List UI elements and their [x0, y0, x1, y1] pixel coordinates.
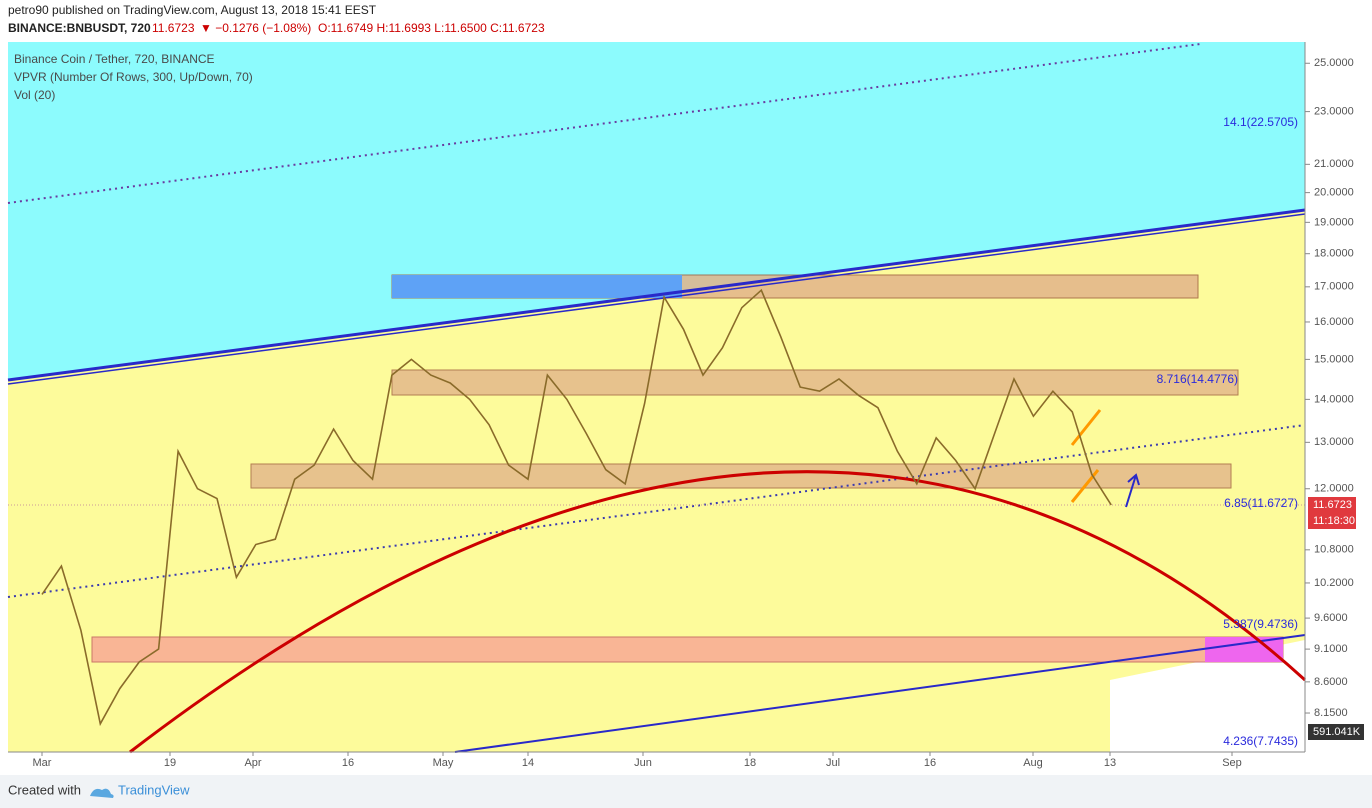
y-tick-label: 10.2000	[1314, 577, 1354, 589]
symbol: BINANCE:BNBUSDT, 720	[8, 21, 151, 35]
x-tick-label: May	[433, 757, 454, 769]
channel-line	[7, 213, 1306, 385]
dotted-line	[7, 424, 1306, 598]
y-tick-label: 17.0000	[1314, 281, 1354, 293]
y-tick-label: 9.1000	[1314, 643, 1348, 655]
y-tick-label: 15.0000	[1314, 353, 1354, 365]
ohlc: O:11.6749 H:11.6993 L:11.6500 C:11.6723	[318, 21, 545, 35]
x-tick-label: Apr	[244, 757, 261, 769]
fib-label: 8.716(14.4776)	[1157, 372, 1238, 386]
x-tick-label: Mar	[33, 757, 52, 769]
fib-label: 5.387(9.4736)	[1223, 617, 1298, 631]
cyan-zone	[8, 42, 1305, 380]
countdown-tag	[1308, 513, 1356, 529]
channel-line	[7, 208, 1306, 382]
plot	[41, 288, 1112, 727]
legend-item: Vol (20)	[14, 88, 55, 102]
arc	[129, 470, 1307, 754]
price-label: 11.6723	[1313, 499, 1352, 511]
y-tick-label: 25.0000	[1314, 57, 1354, 69]
y-tick-label: 10.8000	[1314, 544, 1354, 556]
x-tick-label: Jul	[826, 757, 840, 769]
x-tick-label: 18	[744, 757, 756, 769]
flag-line	[1070, 469, 1100, 503]
x-tick-label: 19	[164, 757, 176, 769]
y-tick-label: 13.0000	[1314, 436, 1354, 448]
x-tick-label: 16	[342, 757, 354, 769]
volume-tag	[1308, 724, 1364, 740]
x-tick-label: 13	[1104, 757, 1116, 769]
y-tick-label: 18.0000	[1314, 248, 1354, 260]
y-tick-label: 12.0000	[1314, 483, 1354, 495]
legend-item: VPVR (Number Of Rows, 300, Up/Down, 70)	[14, 70, 253, 84]
footer-text: Created with	[8, 782, 81, 797]
x-tick-label: 14	[522, 757, 534, 769]
blue-box	[392, 275, 682, 298]
y-tick-label: 9.6000	[1314, 612, 1348, 624]
y-tick-label: 21.0000	[1314, 158, 1354, 170]
legend-item: Binance Coin / Tether, 720, BINANCE	[14, 52, 215, 66]
y-tick-label: 20.0000	[1314, 187, 1354, 199]
dotted-line	[7, 43, 1201, 204]
change: ▼ −0.1276 (−1.08%)	[200, 21, 311, 35]
y-tick-label: 8.1500	[1314, 707, 1348, 719]
fib-label: 6.85(11.6727)	[1224, 496, 1298, 510]
x-tick-label: Jun	[634, 757, 652, 769]
fib-label: 4.236(7.7435)	[1223, 734, 1298, 748]
x-tick-label: 16	[924, 757, 936, 769]
price-tag	[1308, 497, 1356, 513]
last: 11.6723	[152, 21, 195, 35]
brand[interactable]: TradingView	[118, 782, 190, 797]
y-tick-label: 14.0000	[1314, 393, 1354, 405]
x-tick-label: Aug	[1023, 757, 1043, 769]
footer	[0, 775, 1372, 808]
channel-line	[454, 634, 1306, 753]
x-tick-label: Sep	[1222, 757, 1242, 769]
y-tick-label: 19.0000	[1314, 216, 1354, 228]
publisher: petro90 published on TradingView.com, Au…	[8, 3, 377, 17]
y-tick-label: 8.6000	[1314, 676, 1348, 688]
resistance-box	[391, 369, 1239, 396]
price-line	[41, 288, 1112, 727]
white-zone	[1110, 640, 1305, 752]
support-box	[91, 636, 1284, 663]
y-tick-label: 23.0000	[1314, 106, 1354, 118]
logo	[90, 788, 114, 798]
flag-line	[1070, 409, 1102, 446]
volume-label: 591.041K	[1313, 726, 1361, 738]
countdown: 11:18:30	[1313, 515, 1355, 527]
arrow	[1125, 473, 1140, 508]
fib-label: 14.1(22.5705)	[1223, 115, 1298, 129]
y-tick-label: 16.0000	[1314, 316, 1354, 328]
